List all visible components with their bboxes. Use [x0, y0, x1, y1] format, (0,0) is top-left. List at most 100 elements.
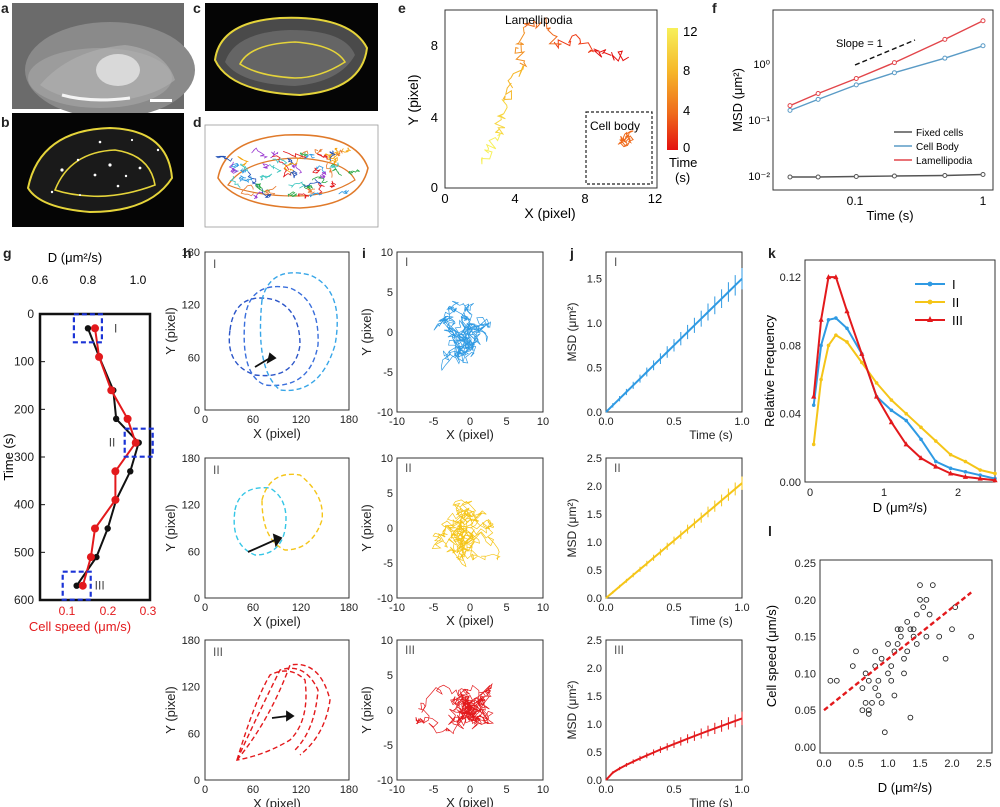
- h-xtick: 120: [292, 784, 310, 796]
- trajectory-segment: [314, 165, 326, 174]
- j-ytick: 1.0: [587, 318, 602, 330]
- trajectory-segment: [514, 46, 528, 68]
- data-point: [834, 316, 838, 320]
- i-ytick: 5: [387, 670, 393, 682]
- data-point: [891, 60, 897, 66]
- trajectory-segment: [239, 168, 247, 174]
- i-xtick: 10: [537, 784, 549, 796]
- data-point: [811, 403, 816, 407]
- f-legend-item: Lamellipodia: [916, 156, 973, 167]
- roman-label: II: [213, 463, 220, 477]
- msd-line: [605, 482, 743, 599]
- f-legend: Fixed cells Cell Body Lamellipodia: [894, 128, 973, 167]
- scatter-point: [872, 648, 879, 655]
- g-ytick: 500: [14, 545, 34, 559]
- scatter-point: [869, 699, 875, 706]
- scatter-point: [888, 677, 895, 684]
- j-xtick: 0.5: [666, 784, 681, 796]
- data-point: [834, 333, 838, 337]
- h-ytick: 120: [182, 500, 200, 512]
- i-ylabel: Y (pixel): [359, 308, 374, 355]
- h-xtick: 0: [202, 784, 208, 796]
- i-xtick: -5: [429, 602, 439, 614]
- h-xtick: 60: [247, 784, 259, 796]
- scatter-point: [862, 670, 869, 677]
- data-point: [833, 274, 839, 280]
- i-ytick: 0: [387, 705, 393, 717]
- trajectory-segment: [228, 161, 239, 174]
- roman-label: I: [114, 321, 117, 335]
- i-xtick: 0: [467, 416, 473, 428]
- h-ytick: 60: [188, 546, 200, 558]
- panel-label-j: j: [570, 245, 574, 261]
- panel-l-scatter-chart: 0.0 0.5 1.0 1.5 2.0 2.5 0.00 0.05 0.10 0.15 0.20 0.…: [764, 558, 993, 795]
- h-xlabel: X (pixel): [253, 796, 301, 807]
- g-bottom-tick: 0.3: [140, 604, 157, 618]
- g-bottom-tick: 0.2: [100, 604, 117, 618]
- speed-point: [111, 467, 120, 476]
- j-ytick: 1.0: [587, 719, 602, 731]
- e-xtick: 12: [648, 191, 662, 206]
- j-xlabel: Time (s): [689, 796, 733, 807]
- l-xtick: 0.5: [848, 758, 863, 770]
- trajectory-segment: [553, 33, 577, 50]
- scatter-point: [907, 626, 914, 633]
- l-ytick: 0.05: [795, 705, 816, 717]
- trajectory-segment: [251, 147, 268, 159]
- g-ytick: 200: [14, 402, 34, 416]
- trajectory-segment: [611, 50, 630, 62]
- series-line: [789, 20, 984, 107]
- trajectory-segment: [307, 188, 315, 194]
- scatter-point: [901, 670, 907, 677]
- roman-label: III: [95, 579, 105, 593]
- i-xtick: 10: [537, 602, 549, 614]
- scatter-point: [936, 633, 943, 640]
- f-xtick: 0.1: [847, 194, 864, 208]
- roman-label: II: [614, 461, 621, 475]
- data-point: [980, 171, 986, 177]
- trajectory-segment: [507, 65, 525, 89]
- scatter-point: [891, 692, 898, 699]
- l-ytick: 0.20: [795, 595, 816, 607]
- i-ytick: 10: [381, 247, 393, 259]
- cbar-title: (s): [675, 170, 690, 185]
- data-point: [904, 418, 908, 423]
- j-ytick: 1.5: [587, 509, 602, 521]
- speed-point: [111, 495, 120, 504]
- roman-label: III: [213, 645, 223, 659]
- trajectory-segment: [247, 171, 260, 188]
- j-xtick: 1.0: [734, 784, 749, 796]
- data-point: [948, 452, 953, 457]
- k-ytick: 0.04: [780, 409, 801, 421]
- scatter-point: [897, 633, 904, 640]
- i-ytick: 5: [387, 488, 393, 500]
- j-ytick: 0.0: [587, 775, 602, 787]
- g-ytick: 400: [14, 498, 34, 512]
- scatter-point: [904, 619, 911, 625]
- scatter-point: [862, 699, 869, 706]
- panel-label-h: h: [183, 245, 192, 261]
- i-ytick: 10: [381, 635, 393, 647]
- d-point: [73, 582, 80, 589]
- panel-e-trajectory-chart: Lamellipodia Cell body 0 4 8 12 0 4 8 X …: [405, 9, 697, 221]
- i-xtick: -10: [389, 602, 405, 614]
- roman-label: II: [405, 461, 412, 475]
- g-bottom-label: Cell speed (μm/s): [29, 619, 131, 634]
- scatter-point: [888, 663, 895, 669]
- h-xtick: 180: [340, 602, 358, 614]
- d-point: [127, 468, 134, 475]
- e-xtick: 0: [441, 191, 448, 206]
- scatter-point: [904, 648, 911, 655]
- h-ytick: 60: [188, 352, 200, 364]
- data-point: [933, 463, 939, 469]
- h-ylabel: Y (pixel): [163, 686, 178, 733]
- j-ytick: 2.5: [587, 453, 602, 465]
- trajectory-segment: [514, 26, 526, 53]
- data-point: [980, 43, 986, 49]
- j-xtick: 1.0: [734, 416, 749, 428]
- random-walk: [415, 682, 495, 735]
- e-xtick: 4: [511, 191, 518, 206]
- g-ytick: 600: [14, 593, 34, 607]
- data-point: [934, 439, 938, 443]
